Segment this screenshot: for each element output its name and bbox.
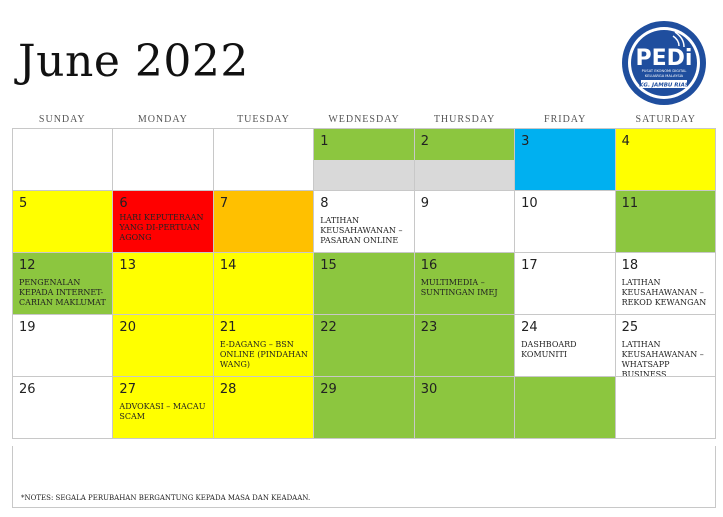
day-number: 13 bbox=[119, 258, 136, 273]
weekday-wednesday: WEDNESDAY bbox=[328, 114, 400, 125]
empty-cell bbox=[113, 129, 214, 191]
logo-line1: PUSAT EKONOMI DIGITAL bbox=[642, 69, 687, 73]
day-number: 2 bbox=[420, 134, 429, 149]
day-number: 21 bbox=[219, 320, 237, 335]
logo-line2: KELUARGA MALAYSIA bbox=[645, 74, 684, 78]
weekday-friday: FRIDAY bbox=[544, 114, 587, 125]
day-cell-13: 13 bbox=[113, 253, 214, 315]
day-cell-7: 7 bbox=[213, 191, 315, 253]
day-cell-28: 28 bbox=[213, 377, 315, 439]
day-number: 1 bbox=[320, 134, 329, 149]
empty-cell bbox=[13, 129, 114, 191]
day-cell-16: 16 MULTIMEDIA – SUNTINGAN IMEJ bbox=[414, 253, 516, 315]
day-number: 15 bbox=[320, 258, 337, 273]
day-cell-5: 5 bbox=[13, 191, 114, 253]
weekday-saturday: SATURDAY bbox=[635, 114, 696, 125]
day-cell-4: 4 bbox=[615, 129, 716, 191]
weekday-sunday: SUNDAY bbox=[38, 114, 86, 125]
weekday-thursday: THURSDAY bbox=[433, 114, 496, 125]
grey-band bbox=[314, 160, 414, 190]
day-number: 25 bbox=[621, 320, 639, 335]
day-number: 11 bbox=[621, 196, 639, 211]
logo-name: PEDi bbox=[636, 46, 693, 71]
day-number: 20 bbox=[119, 320, 136, 335]
empty-cell bbox=[615, 377, 716, 439]
event-label: LATIHAN KEUSAHAWANAN – REKOD KEWANGAN bbox=[621, 278, 707, 307]
day-cell-26: 26 bbox=[13, 377, 114, 439]
page-title: June 2022 bbox=[18, 36, 249, 87]
day-number: 23 bbox=[420, 320, 438, 335]
calendar-grid: 1 2 3 4 5 6 HARI KEPUTERAAN YANG DI-PERTUAN AG… bbox=[12, 128, 716, 439]
day-cell-2: 2 bbox=[414, 129, 516, 191]
day-number: 17 bbox=[521, 258, 538, 273]
day-cell-6: 6 HARI KEPUTERAAN YANG DI-PERTUAN AGONG bbox=[113, 191, 214, 253]
day-number: 6 bbox=[119, 196, 128, 211]
empty-cell bbox=[515, 377, 616, 439]
event-label: ADVOKASI – MACAU SCAM bbox=[119, 402, 206, 421]
day-number: 27 bbox=[119, 382, 136, 397]
day-number: 24 bbox=[521, 320, 538, 335]
day-cell-17: 17 bbox=[515, 253, 616, 315]
day-cell-18: 18 LATIHAN KEUSAHAWANAN – REKOD KEWANGAN bbox=[615, 253, 716, 315]
weekday-tuesday: TUESDAY bbox=[237, 114, 290, 125]
day-cell-29: 29 bbox=[314, 377, 415, 439]
notes-text: *NOTES: SEGALA PERUBAHAN BERGANTUNG KEPA… bbox=[21, 494, 311, 502]
event-label: LATIHAN KEUSAHAWANAN – WHATSAPP BUSINESS bbox=[621, 340, 704, 377]
day-cell-12: 12 PENGENALAN KEPADA INTERNET-CARIAN MAKL… bbox=[13, 253, 114, 315]
event-label: MULTIMEDIA – SUNTINGAN IMEJ bbox=[420, 278, 498, 297]
weekday-monday: MONDAY bbox=[137, 114, 188, 125]
event-label: DASHBOARD KOMUNITI bbox=[521, 340, 577, 359]
day-cell-27: 27 ADVOKASI – MACAU SCAM bbox=[113, 377, 214, 439]
day-cell-20: 20 bbox=[113, 315, 214, 377]
day-number: 5 bbox=[19, 196, 28, 211]
weekday-header: SUNDAY MONDAY TUESDAY WEDNESDAY THURSDAY FRID… bbox=[12, 112, 716, 128]
empty-cell bbox=[213, 129, 315, 191]
day-number: 4 bbox=[621, 134, 630, 149]
day-cell-14: 14 bbox=[213, 253, 315, 315]
day-number: 22 bbox=[320, 320, 337, 335]
day-number: 18 bbox=[621, 258, 639, 273]
day-cell-21: 21 E-DAGANG – BSN ONLINE (PINDAHAN WANG) bbox=[213, 315, 315, 377]
day-number: 28 bbox=[219, 382, 237, 397]
event-label: PENGENALAN KEPADA INTERNET-CARIAN MAKLUM… bbox=[19, 278, 106, 307]
day-cell-24: 24 DASHBOARD KOMUNITI bbox=[515, 315, 616, 377]
grey-band bbox=[414, 160, 515, 190]
day-cell-15: 15 bbox=[314, 253, 415, 315]
day-cell-23: 23 bbox=[414, 315, 516, 377]
day-number: 7 bbox=[219, 196, 229, 211]
event-label: HARI KEPUTERAAN YANG DI-PERTUAN AGONG bbox=[119, 213, 204, 242]
day-number: 16 bbox=[420, 258, 438, 273]
day-number: 3 bbox=[521, 134, 530, 149]
day-cell-3: 3 bbox=[515, 129, 616, 191]
day-number: 9 bbox=[420, 196, 429, 211]
day-number: 29 bbox=[320, 382, 337, 397]
day-cell-19: 19 bbox=[13, 315, 114, 377]
event-label: LATIHAN KEUSAHAWANAN – PASARAN ONLINE bbox=[320, 216, 403, 245]
day-cell-22: 22 bbox=[314, 315, 415, 377]
day-cell-30: 30 bbox=[414, 377, 516, 439]
day-cell-10: 10 bbox=[515, 191, 616, 253]
day-number: 30 bbox=[420, 382, 438, 397]
day-cell-25: 25 LATIHAN KEUSAHAWANAN – WHATSAPP BUSINE… bbox=[615, 315, 716, 377]
day-number: 14 bbox=[219, 258, 237, 273]
day-cell-8: 8 LATIHAN KEUSAHAWANAN – PASARAN ONLINE bbox=[314, 191, 415, 253]
day-cell-1: 1 bbox=[314, 129, 415, 191]
day-number: 19 bbox=[19, 320, 36, 335]
day-number: 8 bbox=[320, 196, 329, 211]
day-number: 10 bbox=[521, 196, 538, 211]
logo-line3: KG. JAMBU RIAS bbox=[639, 83, 689, 89]
day-number: 26 bbox=[19, 382, 36, 397]
day-cell-11: 11 bbox=[615, 191, 716, 253]
pedi-logo: PEDi PUSAT EKONOMI DIGITAL KELUARGA MALA… bbox=[622, 21, 706, 105]
day-cell-9: 9 bbox=[414, 191, 516, 253]
event-label: E-DAGANG – BSN ONLINE (PINDAHAN WANG) bbox=[219, 340, 308, 369]
notes-area: *NOTES: SEGALA PERUBAHAN BERGANTUNG KEPA… bbox=[12, 446, 716, 508]
day-number: 12 bbox=[19, 258, 36, 273]
